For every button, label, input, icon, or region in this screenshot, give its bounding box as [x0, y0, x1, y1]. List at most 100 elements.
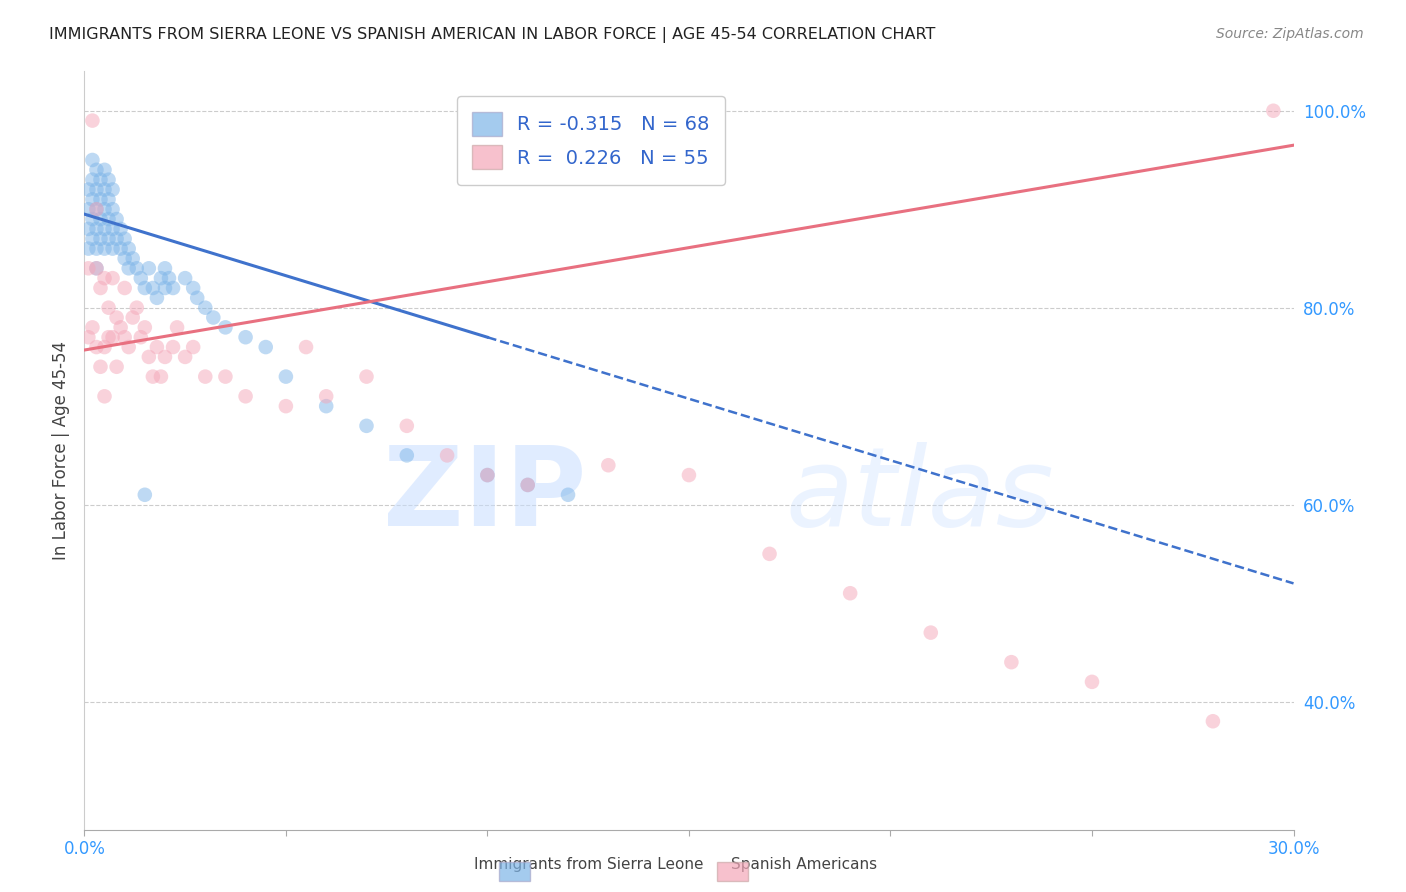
Point [101, 222, 124, 236]
Point [86, 261, 108, 276]
Point [839, 586, 862, 600]
Point [181, 340, 204, 354]
Point [77, 182, 100, 196]
Point [86, 202, 108, 217]
Point [105, 212, 128, 227]
Point [101, 330, 124, 344]
Point [214, 369, 236, 384]
Point [194, 301, 217, 315]
Point [356, 369, 378, 384]
Point [1263, 103, 1285, 118]
Point [77, 261, 100, 276]
Point [105, 310, 128, 325]
Point [121, 252, 143, 266]
Point [93, 242, 115, 256]
Point [436, 449, 458, 463]
Point [395, 418, 418, 433]
Point [114, 281, 136, 295]
Point [315, 399, 337, 413]
Point [134, 281, 156, 295]
Point [162, 281, 184, 295]
Point [153, 261, 176, 276]
Point [920, 625, 942, 640]
Point [142, 369, 165, 384]
Point [758, 547, 780, 561]
Point [516, 478, 538, 492]
Point [1000, 655, 1022, 669]
Point [118, 242, 141, 256]
Point [254, 340, 277, 354]
Point [598, 458, 620, 473]
Point [174, 350, 197, 364]
Point [129, 330, 152, 344]
Point [110, 320, 132, 334]
Point [93, 271, 115, 285]
Point [86, 182, 108, 196]
Point [149, 369, 172, 384]
Point [146, 340, 169, 354]
Point [477, 468, 499, 483]
Point [678, 468, 700, 483]
Text: IMMIGRANTS FROM SIERRA LEONE VS SPANISH AMERICAN IN LABOR FORCE | AGE 45-54 CORR: IMMIGRANTS FROM SIERRA LEONE VS SPANISH … [49, 27, 935, 43]
Point [101, 242, 124, 256]
Point [101, 202, 124, 217]
Point [93, 222, 115, 236]
Point [235, 389, 257, 403]
Point [110, 222, 132, 236]
Point [82, 113, 104, 128]
Text: Source: ZipAtlas.com: Source: ZipAtlas.com [1216, 27, 1364, 41]
Point [82, 232, 104, 246]
Point [97, 301, 120, 315]
Point [1081, 674, 1104, 689]
Point [82, 172, 104, 186]
Point [295, 340, 318, 354]
Point [86, 222, 108, 236]
Point [146, 291, 169, 305]
Point [118, 340, 141, 354]
Point [86, 242, 108, 256]
Point [194, 369, 217, 384]
Point [89, 232, 111, 246]
Text: atlas: atlas [786, 442, 1054, 549]
Point [89, 281, 111, 295]
Point [82, 212, 104, 227]
Point [105, 359, 128, 374]
Point [149, 271, 172, 285]
Point [77, 330, 100, 344]
Point [97, 193, 120, 207]
Point [93, 202, 115, 217]
Point [86, 261, 108, 276]
Text: Spanish Americans: Spanish Americans [731, 857, 877, 872]
Point [101, 182, 124, 196]
Point [162, 340, 184, 354]
Point [157, 271, 180, 285]
Point [97, 232, 120, 246]
Point [77, 242, 100, 256]
Point [186, 291, 208, 305]
Point [93, 182, 115, 196]
Point [86, 162, 108, 177]
Point [274, 399, 297, 413]
Point [134, 488, 156, 502]
Point [166, 320, 188, 334]
Point [114, 330, 136, 344]
Point [114, 252, 136, 266]
Point [77, 202, 100, 217]
Point [134, 320, 156, 334]
Point [181, 281, 204, 295]
Point [477, 468, 499, 483]
Point [356, 418, 378, 433]
Point [125, 301, 148, 315]
Point [138, 261, 160, 276]
Point [129, 271, 152, 285]
Point [86, 202, 108, 217]
Point [202, 310, 225, 325]
Point [118, 261, 141, 276]
Point [89, 212, 111, 227]
Point [93, 162, 115, 177]
Y-axis label: In Labor Force | Age 45-54: In Labor Force | Age 45-54 [52, 341, 70, 560]
Point [214, 320, 236, 334]
Point [516, 478, 538, 492]
Point [93, 340, 115, 354]
Point [235, 330, 257, 344]
